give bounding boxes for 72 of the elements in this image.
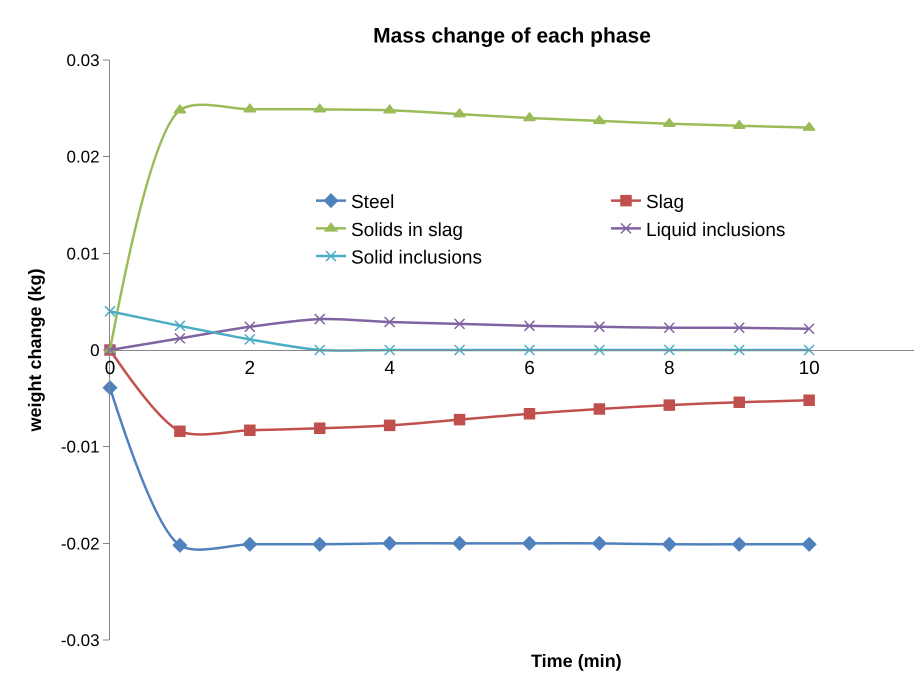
- y-tick-label: 0: [90, 340, 100, 360]
- legend-label: Slag: [646, 192, 684, 214]
- x-tick-label: 10: [798, 358, 820, 379]
- point: [244, 321, 256, 333]
- point: [384, 420, 396, 432]
- point: [314, 313, 326, 325]
- point: [172, 538, 188, 553]
- point: [664, 322, 676, 334]
- x-axis-title: Time (min): [531, 651, 622, 671]
- point: [803, 394, 815, 406]
- point: [244, 334, 256, 346]
- point: [524, 320, 536, 332]
- point: [594, 403, 606, 415]
- y-axis-title: weight change (kg): [25, 268, 46, 433]
- point: [244, 424, 256, 436]
- legend-label: Liquid inclusions: [646, 220, 786, 241]
- point: [382, 536, 397, 551]
- point: [174, 332, 186, 344]
- point: [524, 344, 536, 356]
- point: [383, 104, 396, 114]
- legend-label: Steel: [351, 192, 394, 214]
- point: [314, 422, 326, 434]
- point: [452, 536, 467, 551]
- point: [174, 320, 186, 332]
- point: [524, 408, 536, 420]
- point: [243, 104, 256, 113]
- point: [522, 112, 536, 122]
- x-tick-label: 6: [524, 358, 535, 379]
- point: [242, 537, 258, 552]
- point: [802, 537, 816, 552]
- point: [592, 115, 606, 124]
- point: [173, 104, 186, 114]
- y-tick-label: 0.03: [66, 50, 100, 70]
- y-tick-label: -0.03: [60, 630, 100, 650]
- point: [453, 108, 466, 118]
- point: [454, 344, 466, 356]
- point: [733, 344, 745, 356]
- y-tick-label: -0.01: [60, 438, 100, 457]
- x-tick-label: 0: [104, 358, 116, 379]
- x-tick-label: 8: [664, 358, 675, 379]
- point: [594, 344, 606, 356]
- point: [803, 344, 815, 356]
- y-tick-label: 0.01: [66, 244, 100, 264]
- point: [803, 322, 815, 334]
- point: [104, 306, 116, 318]
- point: [454, 318, 466, 330]
- point: [174, 425, 186, 437]
- x-tick-label: 2: [244, 358, 256, 379]
- point: [733, 322, 745, 334]
- point: [594, 321, 606, 333]
- point: [384, 344, 396, 356]
- point: [314, 344, 326, 356]
- point: [664, 344, 676, 356]
- point: [313, 104, 326, 113]
- point: [733, 396, 745, 408]
- y-tick-label: -0.02: [60, 534, 100, 554]
- point: [664, 399, 676, 411]
- point: [732, 537, 746, 552]
- x-tick-label: 4: [384, 358, 396, 379]
- legend-label: Solids in slag: [351, 220, 463, 241]
- point: [384, 316, 396, 328]
- point: [454, 414, 466, 426]
- y-tick-label: 0.02: [66, 148, 100, 167]
- point: [592, 536, 607, 551]
- point: [802, 122, 816, 131]
- point: [312, 537, 327, 552]
- point: [732, 120, 746, 129]
- point: [662, 118, 676, 128]
- point: [522, 536, 537, 551]
- point: [662, 537, 677, 552]
- legend-label: Solid inclusions: [351, 247, 482, 268]
- chart-title: Mass change of each phase: [373, 24, 651, 48]
